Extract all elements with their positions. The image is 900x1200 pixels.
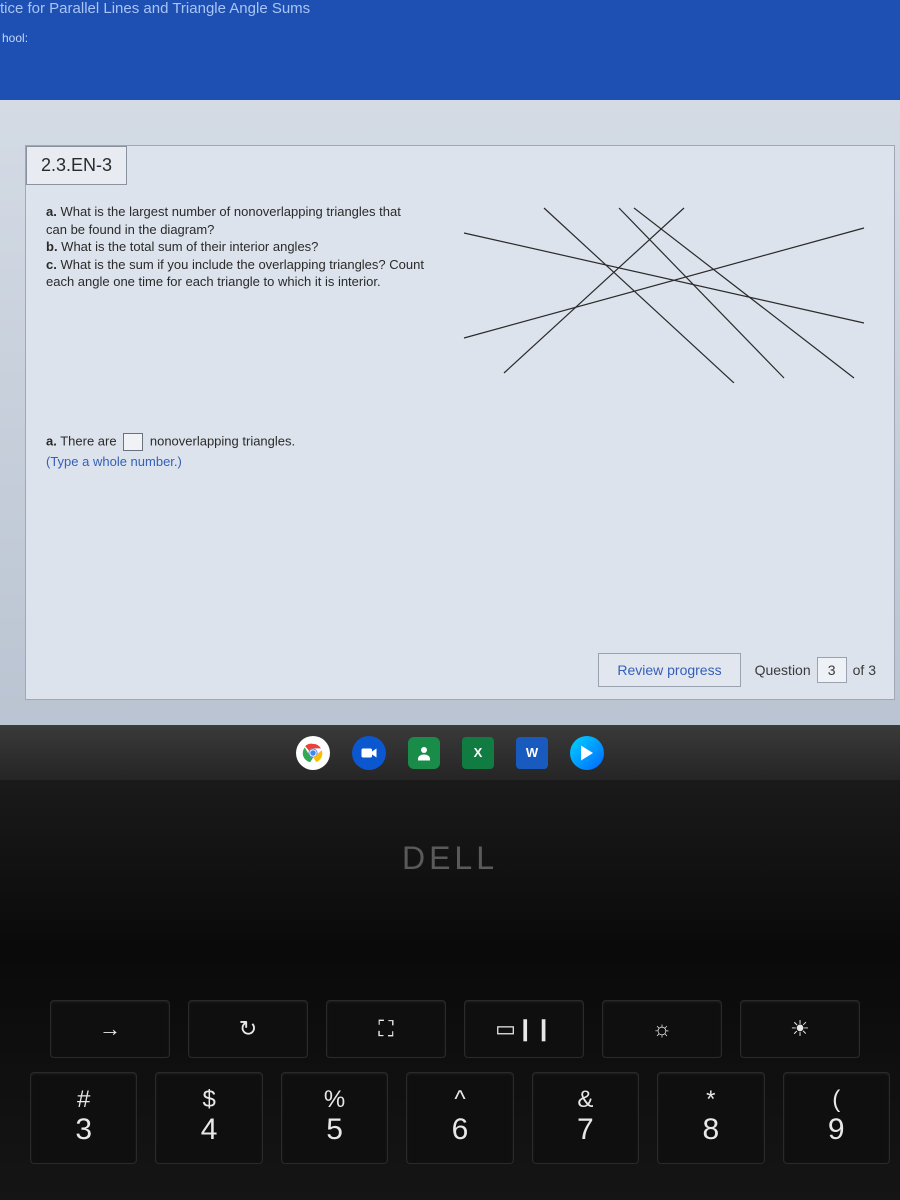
video-call-icon[interactable] bbox=[352, 736, 386, 770]
answer-part-label: a. bbox=[46, 433, 57, 448]
part-c-text: What is the sum if you include the overl… bbox=[46, 257, 424, 290]
number-key: *8 bbox=[657, 1072, 764, 1164]
part-a-label: a. bbox=[46, 204, 60, 219]
screen: tice for Parallel Lines and Triangle Ang… bbox=[0, 0, 900, 780]
number-key: &7 bbox=[532, 1072, 639, 1164]
part-c-label: c. bbox=[46, 257, 60, 272]
question-current: 3 bbox=[817, 657, 847, 683]
part-a-text: What is the largest number of nonoverlap… bbox=[46, 204, 401, 237]
question-footer: Review progress Question 3 of 3 bbox=[598, 653, 876, 687]
triangle-diagram bbox=[454, 203, 874, 383]
question-total: of 3 bbox=[853, 662, 876, 678]
answer-suffix: nonoverlapping triangles. bbox=[150, 433, 295, 448]
dell-logo: DELL bbox=[0, 840, 900, 877]
excel-icon[interactable]: X bbox=[462, 737, 494, 769]
part-b-label: b. bbox=[46, 239, 61, 254]
function-key: ☀ bbox=[740, 1000, 860, 1058]
play-store-icon[interactable] bbox=[570, 736, 604, 770]
question-body: a. What is the largest number of nonover… bbox=[26, 185, 894, 383]
review-progress-button[interactable]: Review progress bbox=[598, 653, 740, 687]
taskbar: X W bbox=[0, 725, 900, 780]
question-label: Question bbox=[755, 662, 811, 678]
number-key: #3 bbox=[30, 1072, 137, 1164]
number-key: $4 bbox=[155, 1072, 262, 1164]
question-panel: 2.3.EN-3 a. What is the largest number o… bbox=[25, 145, 895, 700]
function-key: ⛶ bbox=[326, 1000, 446, 1058]
number-key: %5 bbox=[281, 1072, 388, 1164]
contacts-icon[interactable] bbox=[408, 737, 440, 769]
question-id: 2.3.EN-3 bbox=[26, 146, 127, 185]
answer-hint: (Type a whole number.) bbox=[26, 451, 894, 469]
part-b-text: What is the total sum of their interior … bbox=[61, 239, 318, 254]
number-key: (9 bbox=[783, 1072, 890, 1164]
question-text: a. What is the largest number of nonover… bbox=[46, 203, 424, 383]
word-icon[interactable]: W bbox=[516, 737, 548, 769]
assignment-subtext: hool: bbox=[0, 31, 892, 45]
keyboard: → ↻ ⛶ ▭❙❙ ☼ ☀ #3$4%5^6&7*8(9 bbox=[0, 1000, 900, 1164]
diagram-svg bbox=[454, 203, 874, 383]
assignment-banner: tice for Parallel Lines and Triangle Ang… bbox=[0, 0, 900, 100]
number-key: ^6 bbox=[406, 1072, 513, 1164]
assignment-title: tice for Parallel Lines and Triangle Ang… bbox=[0, 0, 892, 31]
answer-prefix: There are bbox=[60, 433, 116, 448]
chrome-icon[interactable] bbox=[296, 736, 330, 770]
function-key: ↻ bbox=[188, 1000, 308, 1058]
function-key: ▭❙❙ bbox=[464, 1000, 584, 1058]
question-counter: Question 3 of 3 bbox=[755, 657, 876, 683]
function-key: → bbox=[50, 1000, 170, 1058]
laptop-bezel: DELL → ↻ ⛶ ▭❙❙ ☼ ☀ #3$4%5^6&7*8(9 bbox=[0, 780, 900, 1200]
answer-row: a. There are nonoverlapping triangles. bbox=[26, 383, 894, 451]
number-key-row: #3$4%5^6&7*8(9 bbox=[10, 1072, 890, 1164]
function-key-row: → ↻ ⛶ ▭❙❙ ☼ ☀ bbox=[10, 1000, 890, 1058]
function-key: ☼ bbox=[602, 1000, 722, 1058]
answer-input[interactable] bbox=[123, 433, 143, 451]
